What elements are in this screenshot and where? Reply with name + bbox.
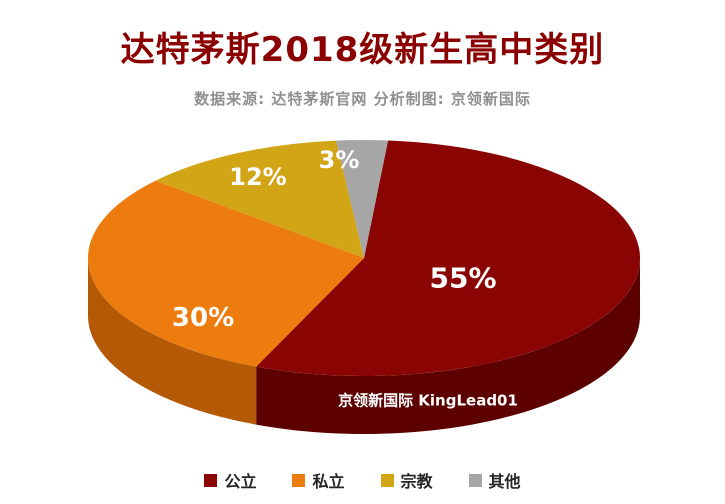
legend-swatch-public [204,473,218,487]
legend-label-other: 其他 [488,472,521,491]
pie-percent-label-public: 55% [429,261,497,295]
legend-label-religious: 宗教 [400,472,433,491]
pie-percent-label-private: 30% [171,303,235,333]
pie-slice-side-0 [256,258,640,434]
chart-legend: 公立 私立 宗教 其他 [0,468,725,492]
pie-percent-label-other: 3% [318,146,360,174]
legend-swatch-religious [380,473,394,487]
legend-item-other: 其他 [468,468,521,492]
pie-slice-2 [155,140,364,258]
legend-item-private: 私立 [292,468,345,492]
pie-slice-3 [336,140,389,258]
chart-source-note: 数据来源: 达特茅斯官网 分析制图: 京领新国际 [194,90,531,108]
pie-slice-side-1 [88,258,257,425]
legend-swatch-other [468,473,482,487]
legend-label-private: 私立 [312,472,345,491]
chart-title: 达特茅斯2018级新生高中类别 [120,30,605,70]
watermark-text: 京领新国际 KingLead01 [338,391,518,410]
legend-label-public: 公立 [224,472,257,491]
pie-slice-0 [256,140,640,377]
pie-slice-1 [87,180,364,367]
legend-swatch-private [292,473,306,487]
legend-item-religious: 宗教 [380,468,433,492]
legend-item-public: 公立 [204,468,256,492]
pie-percent-label-religious: 12% [229,163,287,191]
